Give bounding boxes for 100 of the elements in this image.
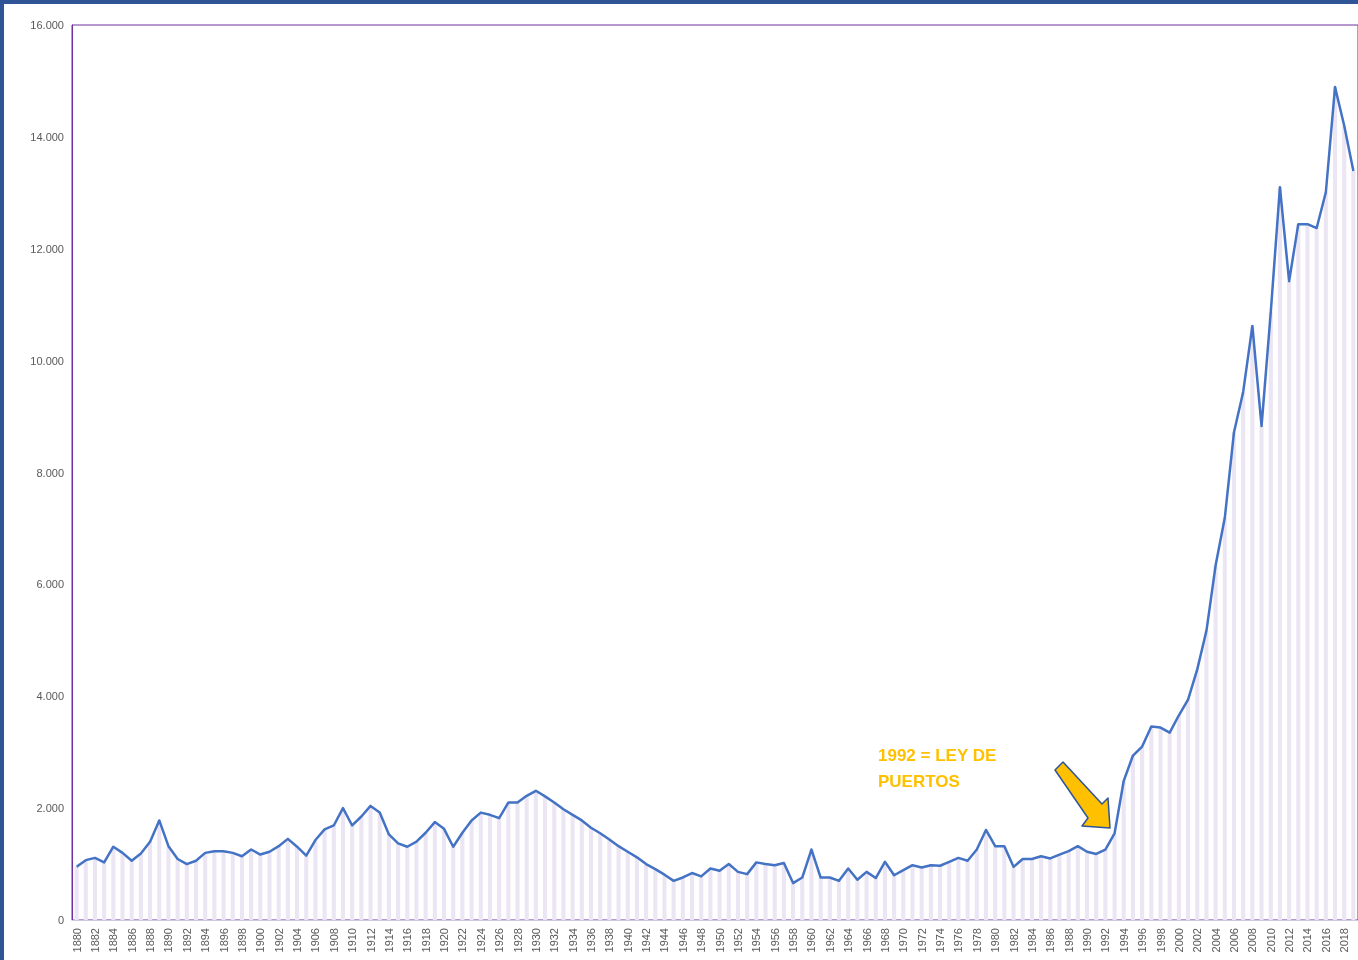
bar xyxy=(855,879,860,920)
bar xyxy=(965,860,970,920)
bar xyxy=(552,802,557,920)
y-tick-label: 0 xyxy=(57,914,64,926)
bar xyxy=(671,880,676,920)
x-tick-label: 1912 xyxy=(364,928,377,953)
x-tick-label: 1950 xyxy=(713,928,726,953)
x-tick-label: 1882 xyxy=(88,928,101,953)
bar xyxy=(1195,669,1200,920)
x-tick-label: 1922 xyxy=(456,928,469,953)
bar xyxy=(745,874,750,920)
x-tick-label: 1954 xyxy=(750,928,763,953)
bar xyxy=(193,860,199,920)
bar xyxy=(616,846,621,920)
bar xyxy=(892,875,897,920)
bar xyxy=(1066,851,1071,920)
bar xyxy=(717,870,722,920)
x-tick-label: 1896 xyxy=(217,928,230,953)
bar xyxy=(451,846,456,920)
bar xyxy=(432,822,437,920)
bar xyxy=(1084,851,1090,920)
bar xyxy=(1140,746,1145,920)
bar xyxy=(102,862,107,920)
x-tick-label: 1898 xyxy=(235,928,248,953)
x-tick-label: 2010 xyxy=(1264,928,1277,953)
bar xyxy=(175,859,180,920)
x-tick-label: 2008 xyxy=(1246,928,1259,953)
bar xyxy=(533,790,538,920)
bar xyxy=(129,860,134,920)
x-tick-label: 1918 xyxy=(419,928,432,953)
bar xyxy=(1296,224,1301,920)
x-tick-label: 1892 xyxy=(180,928,193,953)
x-tick-label: 1972 xyxy=(915,928,928,953)
bar xyxy=(203,852,208,920)
bar xyxy=(249,849,254,920)
bar xyxy=(138,853,143,920)
x-tick-label: 1906 xyxy=(309,928,322,953)
x-tick-label: 1984 xyxy=(1025,928,1038,953)
bar xyxy=(1149,726,1154,920)
bar xyxy=(1351,171,1356,920)
x-tick-label: 1990 xyxy=(1081,928,1094,953)
x-tick-label: 1986 xyxy=(1044,928,1057,953)
bar xyxy=(460,832,465,920)
bar xyxy=(405,846,410,920)
x-tick-label: 1902 xyxy=(272,928,285,953)
bar xyxy=(1323,192,1328,920)
x-tick-label: 1958 xyxy=(787,928,800,953)
bar xyxy=(662,874,667,920)
bar xyxy=(157,820,162,920)
bar xyxy=(92,857,98,920)
bar xyxy=(763,864,768,920)
x-tick-label: 1934 xyxy=(566,928,579,953)
x-tick-label: 1960 xyxy=(805,928,818,953)
bar xyxy=(524,795,529,920)
bar xyxy=(478,812,483,920)
x-tick-label: 1982 xyxy=(1007,928,1020,953)
x-tick-label: 1964 xyxy=(842,928,855,953)
y-tick-label: 6.000 xyxy=(36,578,64,591)
bar xyxy=(276,846,281,920)
bar xyxy=(1277,187,1282,920)
bar xyxy=(359,816,364,920)
bar xyxy=(598,833,603,920)
x-tick-label: 1978 xyxy=(970,928,983,953)
bar xyxy=(928,865,933,920)
x-tick-label: 2016 xyxy=(1319,928,1332,953)
bar xyxy=(377,812,382,920)
bar xyxy=(1287,281,1292,920)
bar xyxy=(910,865,915,920)
x-tick-label: 1928 xyxy=(511,928,524,953)
x-tick-label: 1944 xyxy=(658,928,671,953)
x-tick-label: 1890 xyxy=(162,928,175,953)
bar xyxy=(1121,780,1126,920)
bar xyxy=(680,877,685,920)
bar xyxy=(846,868,851,920)
bar xyxy=(1314,228,1319,920)
bar xyxy=(754,862,759,920)
bar xyxy=(901,870,906,920)
bar xyxy=(993,846,998,920)
bar xyxy=(294,846,300,920)
bar xyxy=(212,851,217,920)
x-tick-label: 1996 xyxy=(1136,928,1149,953)
x-tick-label: 1962 xyxy=(823,928,836,953)
x-tick-label: 1940 xyxy=(621,928,634,953)
bar xyxy=(1250,325,1255,920)
x-tick-label: 1956 xyxy=(768,928,781,953)
bar xyxy=(836,880,842,920)
x-tick-label: 1914 xyxy=(382,928,395,953)
bar xyxy=(414,841,419,920)
bar xyxy=(1039,856,1044,920)
bar xyxy=(304,855,309,920)
bar xyxy=(1057,854,1062,920)
bar xyxy=(221,851,226,920)
bar xyxy=(781,862,786,920)
bar xyxy=(148,841,153,920)
bar xyxy=(1103,849,1108,920)
x-tick-label: 2018 xyxy=(1338,928,1351,953)
bar xyxy=(469,820,474,920)
x-tick-label: 1894 xyxy=(199,928,212,953)
x-tick-label: 1936 xyxy=(584,928,597,953)
bar xyxy=(772,865,777,920)
